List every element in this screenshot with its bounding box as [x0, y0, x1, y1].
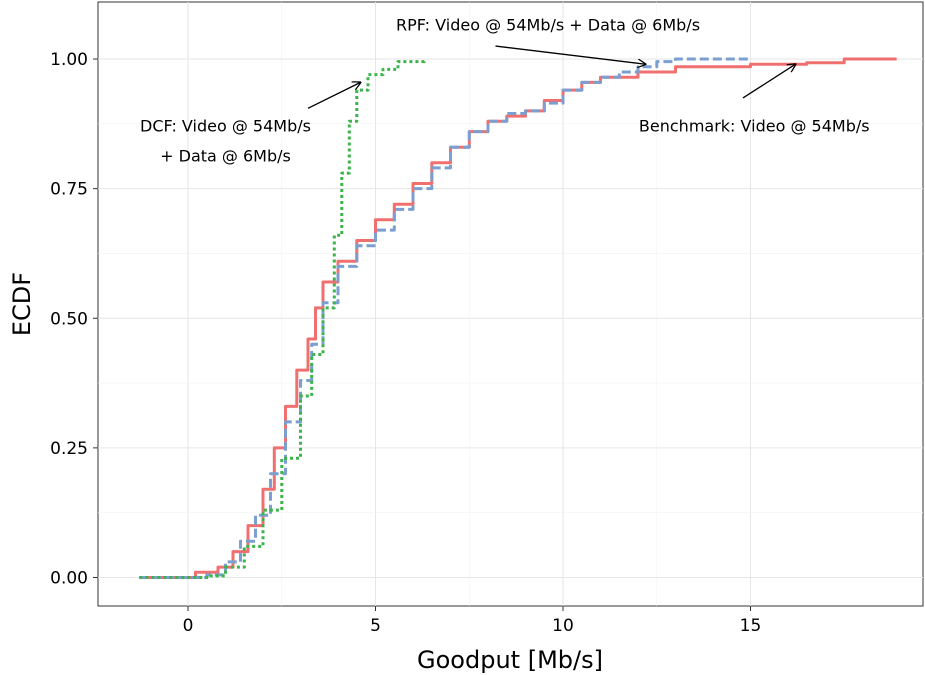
- y-tick-label-4: 1.00: [50, 50, 88, 70]
- x-tick-label-2: 10: [552, 616, 574, 636]
- x-axis-title: Goodput [Mb/s]: [417, 646, 603, 674]
- x-tick-label-1: 5: [370, 616, 381, 636]
- annotation-label-2-0: DCF: Video @ 54Mb/s: [140, 117, 311, 136]
- plot-panel: [97, 1, 924, 607]
- x-axis: 0 5 10 15: [183, 606, 762, 636]
- annotation-arrow-0: [495, 45, 646, 64]
- series-line-0: [139, 57, 897, 579]
- annotation-label-2-1: + Data @ 6Mb/s: [160, 147, 291, 166]
- series-line-1: [139, 57, 751, 579]
- annotation-label-0-0: RPF: Video @ 54Mb/s + Data @ 6Mb/s: [396, 16, 700, 35]
- annotation-arrow-2: [307, 82, 361, 109]
- y-tick-label-2: 0.50: [50, 309, 88, 329]
- grid: [98, 2, 923, 606]
- annotations-group: RPF: Video @ 54Mb/s + Data @ 6Mb/s Benchm…: [140, 16, 870, 166]
- y-axis-title: ECDF: [8, 272, 36, 336]
- x-tick-label-0: 0: [183, 616, 194, 636]
- y-tick-label-0: 0.00: [50, 568, 88, 588]
- series-line-2: [139, 59, 426, 579]
- annotation-arrow-1: [742, 64, 796, 99]
- series-group: [139, 57, 897, 579]
- y-axis: 0.00 0.25 0.50 0.75 1.00: [50, 50, 98, 588]
- y-tick-label-3: 0.75: [50, 180, 88, 200]
- annotation-label-1-0: Benchmark: Video @ 54Mb/s: [639, 117, 870, 136]
- y-tick-label-1: 0.25: [50, 439, 88, 459]
- x-tick-label-3: 15: [740, 616, 762, 636]
